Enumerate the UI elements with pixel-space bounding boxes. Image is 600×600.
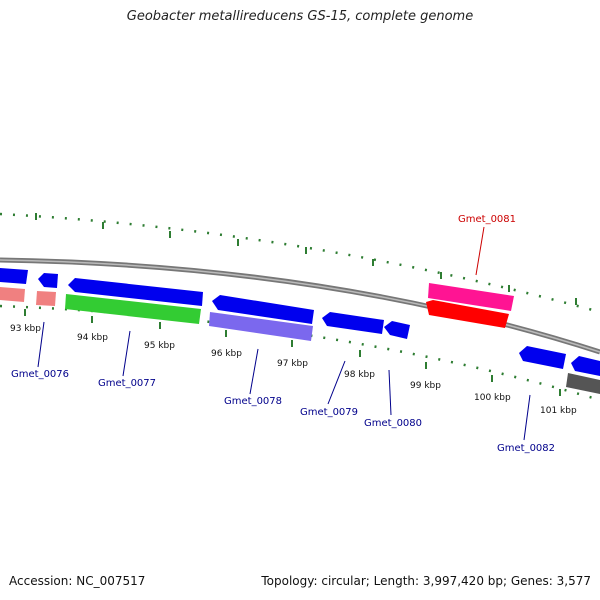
gene-green[interactable] [65,294,201,324]
tick-labels: 93 kbp 94 kbp 95 kbp 96 kbp 97 kbp 98 kbp 99 k… [10,324,577,416]
gene-label-gmet_0079[interactable]: Gmet_0079 [300,407,358,418]
tick-label: 94 kbp [77,333,108,343]
gene-label-gmet_0076[interactable]: Gmet_0076 [11,369,69,380]
gene-labels: Gmet_0076 Gmet_0077 Gmet_0078 Gmet_0079 Gmet… [11,214,555,454]
gene-arrow[interactable] [322,312,384,334]
gene-rrna[interactable] [36,291,56,306]
inner-major-ticks [24,309,561,396]
leader-lines [37,226,531,441]
gene-purple[interactable] [209,312,313,341]
gene-label-gmet_0077[interactable]: Gmet_0077 [98,378,156,389]
gene-arrow[interactable] [68,278,203,306]
tick-label: 95 kbp [144,341,175,351]
gene-label-gmet_0081[interactable]: Gmet_0081 [458,214,516,225]
gene-arrow[interactable] [384,321,410,339]
tick-label: 96 kbp [211,349,242,359]
gene-label-gmet_0078[interactable]: Gmet_0078 [224,396,282,407]
outer-major-ticks [35,213,577,305]
gene-arrow[interactable] [0,268,28,284]
genome-summary-text: Topology: circular; Length: 3,997,420 bp… [261,574,591,588]
tick-label: 97 kbp [277,359,308,369]
gene-label-gmet_0082[interactable]: Gmet_0082 [497,443,555,454]
gene-magenta[interactable] [428,283,514,311]
tick-label: 100 kbp [474,393,511,403]
tick-label: 99 kbp [410,381,441,391]
gene-arrow[interactable] [519,346,566,369]
gene-arrow[interactable] [571,356,600,376]
tick-label: 98 kbp [344,370,375,380]
accession-text: Accession: NC_007517 [9,574,146,588]
gene-arrow[interactable] [38,273,58,288]
tick-label: 93 kbp [10,324,41,334]
gene-label-gmet_0080[interactable]: Gmet_0080 [364,418,422,429]
gene-red[interactable] [426,300,509,328]
gene-features [0,268,600,394]
gene-gray[interactable] [566,373,600,394]
genome-title: Geobacter metallireducens GS-15, complet… [126,9,474,24]
gene-arrow[interactable] [212,295,314,324]
gene-rrna[interactable] [0,287,25,302]
tick-label: 101 kbp [540,406,577,416]
